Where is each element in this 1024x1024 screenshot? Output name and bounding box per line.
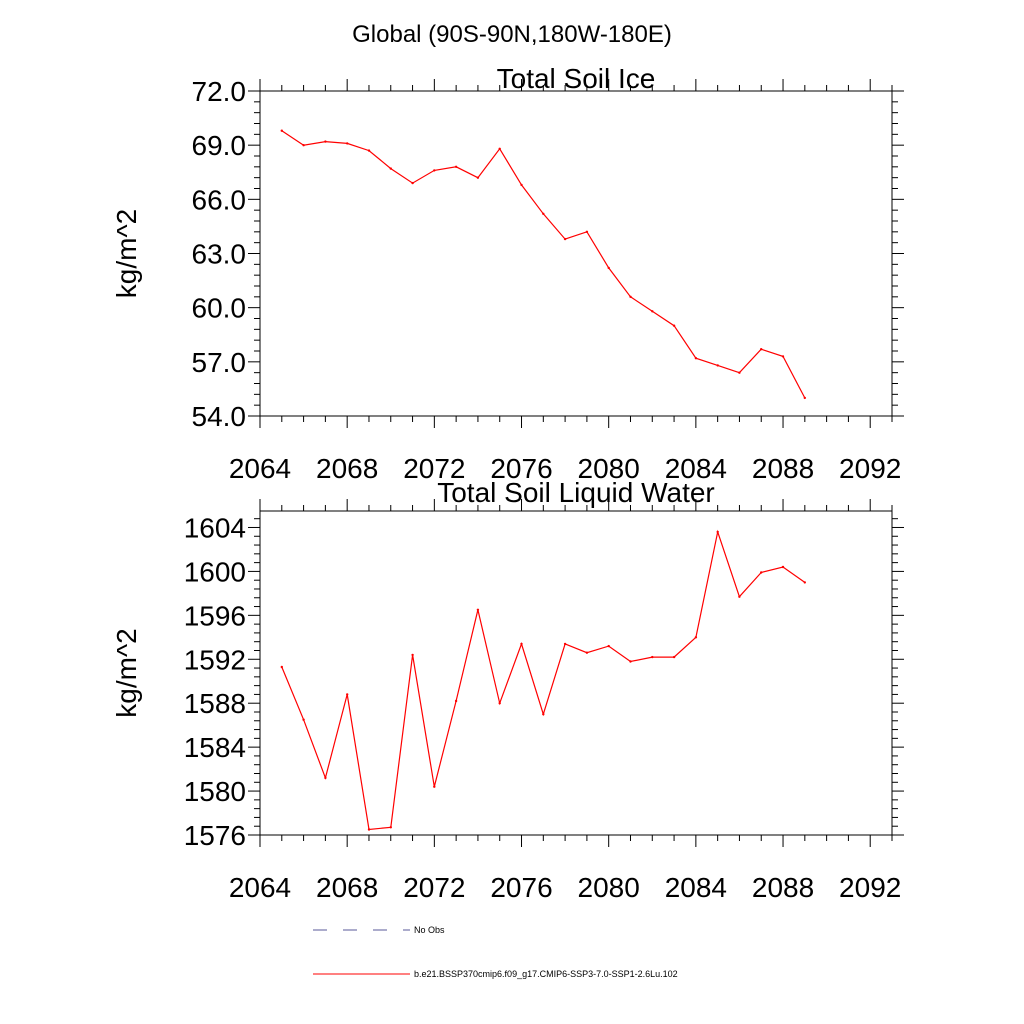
y-tick-label: 1600 [184, 556, 246, 587]
x-tick-label: 2092 [839, 872, 901, 903]
legend: No Obs b.e21.BSSP370cmip6.f09_g17.CMIP6-S… [313, 925, 678, 979]
y-tick-label: 63.0 [192, 239, 247, 270]
x-tick-label: 2088 [752, 453, 814, 484]
y-tick-label: 1604 [184, 512, 246, 543]
data-point [651, 655, 654, 659]
x-tick-label: 2080 [578, 453, 640, 484]
data-point [367, 828, 371, 831]
data-point [585, 230, 589, 233]
data-point [389, 826, 392, 829]
data-point [433, 785, 436, 788]
data-point [760, 571, 763, 574]
legend-label: No Obs [414, 925, 445, 935]
chart-panels: Total Soil Ice kg/m^2 2064 2068 2072 2076 2080… [111, 63, 904, 903]
data-point [716, 530, 719, 534]
y-tick-label: 54.0 [192, 401, 247, 432]
data-point [738, 371, 741, 374]
x-tick-label: 2076 [490, 872, 552, 903]
x-tick-label: 2092 [839, 453, 901, 484]
plot-frame [259, 510, 893, 836]
y-tick-label: 72.0 [192, 76, 247, 107]
y-axis-label: kg/m^2 [111, 628, 142, 717]
data-point [324, 140, 327, 143]
data-point [280, 665, 283, 669]
data-point [367, 149, 371, 152]
chart-panel: Total Soil Ice kg/m^2 2064 2068 2072 2076 2080… [111, 63, 904, 484]
x-tick-label: 2068 [316, 453, 378, 484]
data-point [454, 699, 458, 703]
data-point [716, 364, 719, 367]
data-point [781, 355, 785, 358]
data-point [738, 595, 741, 598]
data-point [672, 324, 676, 327]
data-point [563, 642, 567, 646]
legend-label: b.e21.BSSP370cmip6.f09_g17.CMIP6-SSP3-7.… [414, 969, 678, 979]
data-point [498, 702, 501, 705]
data-point [760, 348, 763, 351]
data-point [498, 147, 501, 150]
figure-title: Global (90S-90N,180W-180E) [352, 21, 672, 48]
data-point [781, 565, 785, 569]
data-point [476, 608, 480, 611]
data-point [585, 651, 589, 654]
plot-frame [259, 90, 893, 417]
data-point [302, 718, 305, 721]
data-point [803, 581, 806, 584]
data-point [433, 169, 436, 172]
data-point [520, 642, 523, 646]
data-point [346, 142, 349, 145]
x-tick-label: 2072 [403, 453, 465, 484]
x-tick-label: 2068 [316, 872, 378, 903]
y-tick-label: 60.0 [192, 293, 247, 324]
data-point [454, 165, 458, 168]
data-point [694, 636, 698, 639]
data-point [280, 129, 283, 132]
x-tick-label: 2080 [578, 872, 640, 903]
series-line [281, 130, 806, 399]
x-tick-label: 2084 [665, 872, 727, 903]
data-point [520, 183, 523, 187]
data-point [389, 167, 392, 170]
y-axis-label: kg/m^2 [111, 209, 142, 298]
x-tick-label: 2072 [403, 872, 465, 903]
data-point [607, 644, 610, 648]
data-point [476, 176, 480, 179]
x-tick-label: 2064 [229, 453, 291, 484]
y-tick-label: 69.0 [192, 130, 247, 161]
series-line [281, 529, 806, 831]
data-point [411, 653, 414, 657]
data-point [694, 357, 698, 360]
data-point [542, 212, 545, 215]
data-point [629, 660, 632, 663]
data-point [803, 396, 806, 400]
y-tick-label: 57.0 [192, 347, 247, 378]
data-point [563, 237, 567, 241]
y-tick-label: 1588 [184, 688, 246, 719]
data-point [672, 655, 676, 659]
panel-title: Total Soil Liquid Water [437, 477, 715, 508]
y-tick-label: 1592 [184, 644, 246, 675]
x-tick-label: 2076 [490, 453, 552, 484]
data-point [629, 295, 632, 298]
chart-panel: Total Soil Liquid Water kg/m^2 2064 2068 207… [111, 477, 904, 903]
x-tick-label: 2064 [229, 872, 291, 903]
y-tick-label: 1584 [184, 732, 246, 763]
data-point [542, 713, 545, 716]
data-point [302, 144, 305, 147]
x-tick-label: 2084 [665, 453, 727, 484]
data-point [607, 266, 610, 270]
y-tick-label: 66.0 [192, 184, 247, 215]
y-tick-label: 1596 [184, 600, 246, 631]
panel-title: Total Soil Ice [497, 63, 656, 94]
data-point [346, 693, 349, 696]
x-tick-label: 2088 [752, 872, 814, 903]
data-point [324, 776, 327, 780]
data-point [411, 181, 414, 185]
y-tick-label: 1576 [184, 820, 246, 851]
data-point [651, 310, 654, 313]
y-tick-label: 1580 [184, 776, 246, 807]
